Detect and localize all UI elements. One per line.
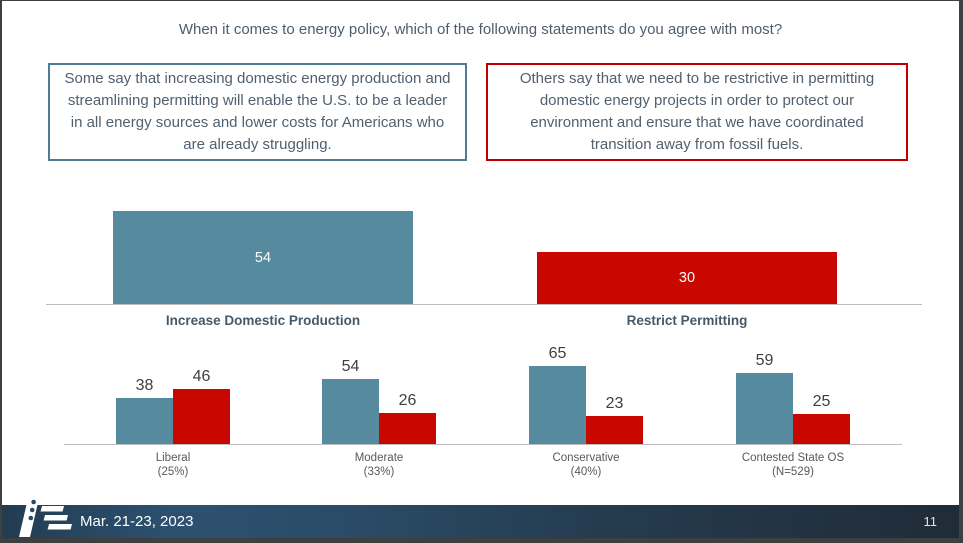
footer-date: Mar. 21-23, 2023	[80, 513, 194, 530]
bar-restrict-permitting	[173, 389, 230, 444]
bar-increase-domestic-production	[322, 379, 379, 444]
category-label-line: Conservative	[552, 452, 620, 464]
category-label: Conservative (40%)	[506, 451, 666, 479]
category-sublabel-line: (N=529)	[772, 466, 814, 478]
bar-restrict-permitting: 30	[537, 252, 837, 304]
statement-text-restrict: Others say that we need to be restrictiv…	[519, 70, 875, 153]
page-number: 11	[923, 514, 938, 529]
bar-value-label: 38	[135, 377, 154, 394]
category-sublabel-line: (33%)	[363, 466, 395, 478]
category-label: Moderate (33%)	[299, 451, 459, 479]
bar-value-label: 23	[605, 395, 624, 412]
bar-value-label: 26	[398, 392, 417, 409]
category-sublabel-line: (25%)	[157, 466, 189, 478]
category-label: Liberal (25%)	[93, 451, 253, 479]
top-chart-axis	[46, 304, 922, 305]
category-label: Increase Domestic Production	[165, 313, 361, 328]
bar-value-label: 65	[548, 345, 567, 362]
bar-value-label: 25	[812, 393, 831, 410]
bar-value-label: 59	[755, 352, 774, 369]
bar-increase-domestic-production	[116, 398, 173, 444]
flag-stripes-logo-icon	[19, 494, 72, 537]
category-label: Contested State OS (N=529)	[713, 451, 873, 479]
bar-value-label: 30	[678, 270, 696, 286]
bar-increase-domestic-production: 54	[113, 211, 413, 304]
bar-value-label: 46	[192, 368, 211, 385]
bar-restrict-permitting	[793, 414, 850, 444]
statement-box-production: Some say that increasing domestic energy…	[48, 63, 467, 161]
statement-box-restrict: Others say that we need to be restrictiv…	[486, 63, 908, 161]
category-label-line: Liberal	[155, 452, 191, 464]
slide-title: When it comes to energy policy, which of…	[178, 21, 783, 38]
bar-restrict-permitting	[379, 413, 436, 444]
bottom-chart-axis	[64, 444, 902, 445]
bar-value-label: 54	[341, 358, 360, 375]
footer-bar: Mar. 21-23, 2023 11	[2, 505, 959, 538]
category-label-line: Contested State OS	[741, 452, 845, 464]
category-label-line: Moderate	[354, 452, 404, 464]
category-label: Restrict Permitting	[626, 313, 748, 328]
bar-restrict-permitting	[586, 416, 643, 444]
category-sublabel-line: (40%)	[570, 466, 602, 478]
bar-increase-domestic-production	[736, 373, 793, 444]
bar-value-label: 54	[254, 249, 272, 266]
statement-text-production: Some say that increasing domestic energy…	[64, 70, 451, 153]
bar-increase-domestic-production	[529, 366, 586, 444]
